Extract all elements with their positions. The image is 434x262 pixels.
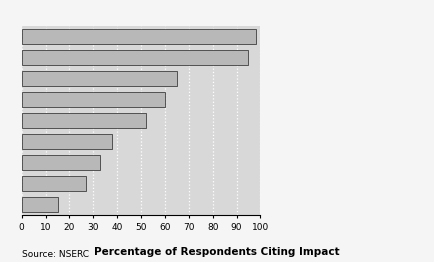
Bar <box>22 92 165 107</box>
Bar <box>22 71 177 86</box>
Bar <box>22 50 249 65</box>
Bar <box>22 197 58 212</box>
Bar <box>22 113 146 128</box>
Text: Source: NSERC: Source: NSERC <box>22 250 89 259</box>
Bar <box>22 134 112 149</box>
Bar <box>22 155 101 170</box>
Bar <box>22 176 86 191</box>
Bar <box>22 29 256 44</box>
Text: Percentage of Respondents Citing Impact: Percentage of Respondents Citing Impact <box>94 247 340 256</box>
